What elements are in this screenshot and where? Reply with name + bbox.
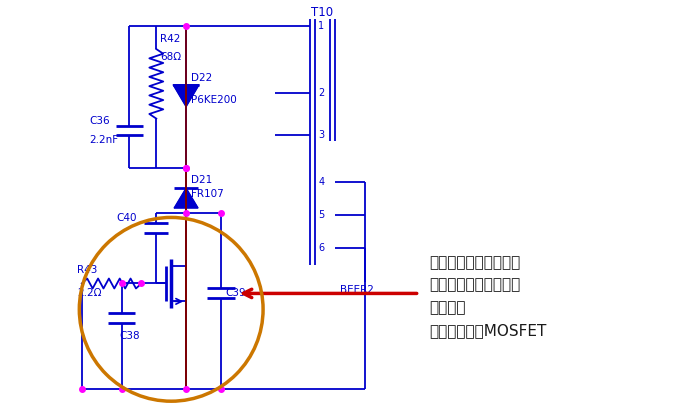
Text: 1: 1: [318, 21, 324, 31]
Text: D21: D21: [191, 175, 212, 185]
Text: R43: R43: [77, 265, 97, 275]
Text: 68Ω: 68Ω: [160, 52, 182, 62]
Text: 存在驱动损耗、导通损: 存在驱动损耗、导通损: [429, 255, 521, 270]
Text: C38: C38: [120, 331, 140, 341]
Text: P6KE200: P6KE200: [191, 95, 237, 105]
Text: 4: 4: [318, 177, 324, 187]
Text: R42: R42: [160, 34, 180, 44]
Text: 2.2nF: 2.2nF: [89, 136, 119, 146]
Text: 选用低栅荷的MOSFET: 选用低栅荷的MOSFET: [429, 323, 547, 338]
Text: BEER2: BEER2: [340, 285, 374, 295]
Text: 3: 3: [318, 131, 324, 141]
Text: C36: C36: [89, 116, 110, 126]
Text: T10: T10: [311, 6, 333, 19]
Text: 耗和开关损耗，主要为: 耗和开关损耗，主要为: [429, 277, 521, 292]
Text: C39: C39: [226, 288, 247, 298]
Polygon shape: [173, 85, 199, 106]
Text: C40: C40: [117, 213, 137, 223]
Text: 2.2Ω: 2.2Ω: [77, 288, 101, 298]
Text: 开关损耗: 开关损耗: [429, 300, 466, 315]
Polygon shape: [174, 188, 198, 208]
Text: 2: 2: [318, 88, 324, 98]
Text: D22: D22: [191, 73, 212, 83]
Text: 6: 6: [318, 243, 324, 253]
Text: 5: 5: [318, 210, 324, 220]
Text: FR107: FR107: [191, 189, 224, 199]
